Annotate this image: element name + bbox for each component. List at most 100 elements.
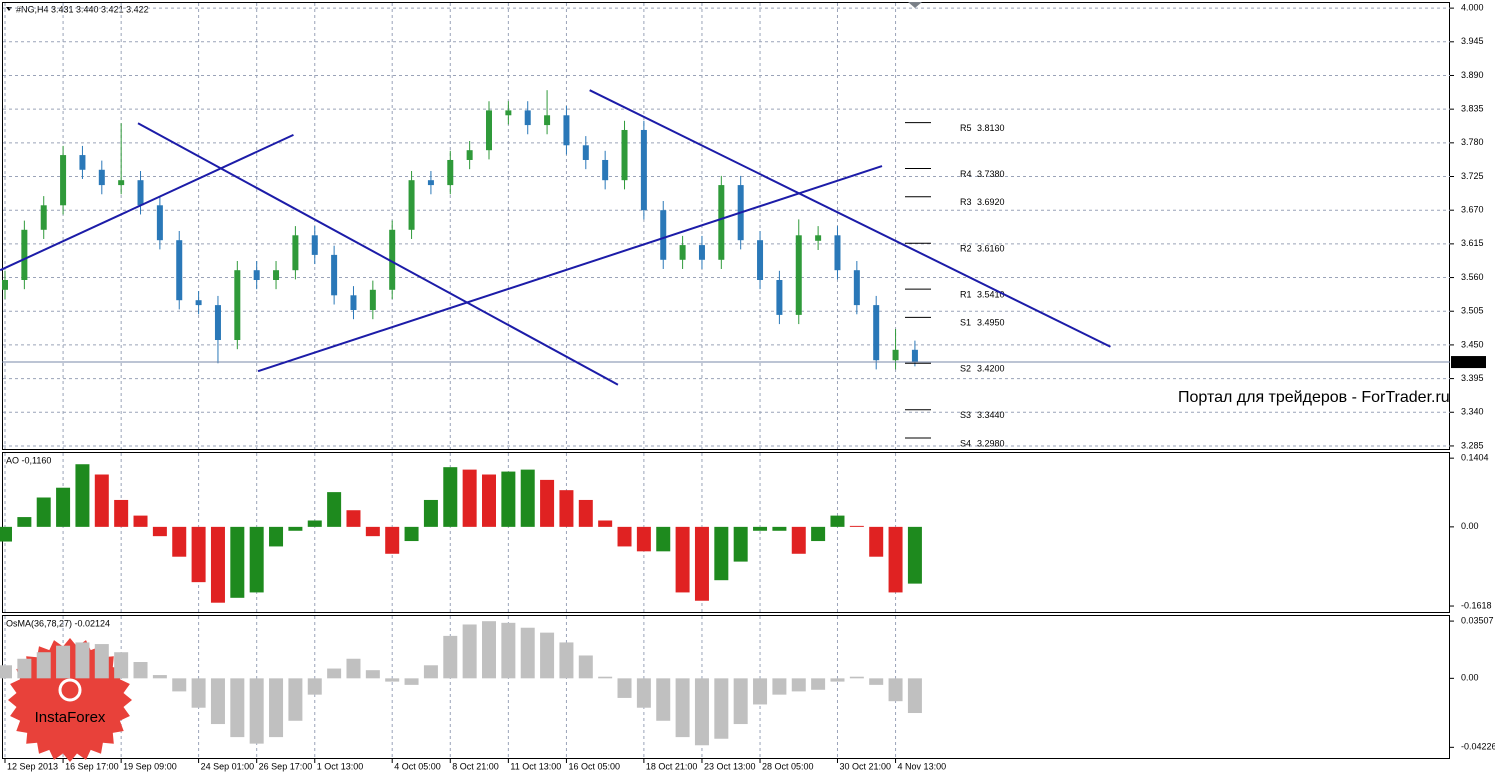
candle-body (273, 270, 280, 280)
histogram-bar (152, 675, 167, 679)
x-tick-label: 4 Oct 05:00 (394, 761, 441, 771)
histogram-bar (191, 678, 206, 708)
histogram-bar (133, 662, 148, 679)
y-tick-label: 3.340 (1461, 407, 1484, 417)
pivot-name: R1 (960, 290, 972, 300)
pivot-value: 3.4950 (977, 318, 1005, 328)
histogram-bar (888, 678, 903, 702)
candle-body (602, 159, 609, 181)
candle-body (853, 270, 860, 306)
histogram-bar (791, 526, 806, 554)
last-price-tag (1451, 356, 1486, 369)
candle-body (79, 155, 86, 170)
candle-body (331, 254, 338, 296)
histogram-bar (598, 520, 613, 527)
x-tick-label: 16 Sep 17:00 (65, 761, 119, 771)
histogram-bar (559, 642, 574, 679)
histogram-bar (753, 526, 768, 531)
candle-body (176, 240, 183, 301)
y-tick-label: 3.835 (1461, 104, 1484, 114)
candle-body (118, 180, 125, 186)
pivot-name: S4 (960, 438, 971, 448)
main-panel-frame (2, 2, 1450, 450)
x-tick-label: 19 Sep 09:00 (123, 761, 177, 771)
histogram-bar (656, 678, 671, 721)
candle-body (427, 180, 434, 186)
x-tick-label: 18 Oct 21:00 (646, 761, 698, 771)
histogram-bar (694, 678, 709, 746)
histogram-bar (869, 678, 884, 685)
logo-text: InstaForex (35, 709, 106, 726)
candle-body (911, 349, 918, 363)
candle-body (524, 110, 531, 126)
candle-body (505, 110, 512, 116)
histogram-bar (307, 678, 322, 695)
pivot-name: R3 (960, 197, 972, 207)
pivot-value: 3.5410 (977, 290, 1005, 300)
x-tick-label: 24 Sep 01:00 (201, 761, 255, 771)
histogram-bar (307, 520, 322, 527)
y-tick-label: 3.615 (1461, 238, 1484, 248)
histogram-bar (75, 642, 90, 679)
y-tick-label: -0.04226 (1461, 742, 1495, 752)
y-tick-label: 3.945 (1461, 36, 1484, 46)
histogram-bar (830, 678, 845, 682)
candle-body (892, 349, 899, 361)
histogram-bar (114, 499, 129, 527)
candle-body (156, 205, 163, 241)
candle-body (60, 155, 67, 206)
histogram-bar (191, 526, 206, 583)
histogram-bar (907, 678, 922, 714)
histogram-bar (617, 526, 632, 547)
histogram-bar (501, 471, 516, 527)
candle-body (640, 129, 647, 211)
histogram-bar (327, 668, 342, 679)
x-tick-label: 23 Oct 13:00 (704, 761, 756, 771)
histogram-bar (404, 678, 419, 685)
pivot-name: S2 (960, 364, 971, 374)
candle-body (292, 235, 299, 271)
trendline (0, 133, 294, 272)
chart-header: #NG,H4 3.431 3.440 3.421 3.422 (16, 4, 149, 14)
candle-body (544, 115, 551, 126)
histogram-bar (694, 526, 709, 601)
histogram-bar (17, 517, 32, 527)
histogram-bar (346, 510, 361, 527)
candle-body (40, 205, 47, 230)
histogram-bar (675, 678, 690, 738)
y-tick-label: 0.03507 (1461, 615, 1494, 625)
candle-body (21, 229, 28, 280)
pivot-value: 3.7380 (977, 169, 1005, 179)
x-tick-label: 26 Sep 17:00 (259, 761, 313, 771)
histogram-bar (733, 678, 748, 725)
histogram-bar (636, 678, 651, 708)
candle-body (369, 289, 376, 311)
histogram-bar (675, 526, 690, 593)
candle-body (795, 235, 802, 315)
candle-body (98, 169, 105, 186)
y-tick-label: 3.725 (1461, 171, 1484, 181)
pivot-name: R2 (960, 244, 972, 254)
histogram-bar (327, 492, 342, 527)
candle-body (660, 210, 667, 260)
histogram-bar (36, 497, 51, 527)
candle-body (253, 270, 260, 280)
histogram-bar (830, 515, 845, 527)
pivot-value: 3.6160 (977, 244, 1005, 254)
x-tick-label: 4 Nov 13:00 (898, 761, 947, 771)
candle-body (137, 180, 144, 206)
histogram-bar (520, 469, 535, 527)
histogram-bar (714, 526, 729, 581)
y-tick-label: 3.780 (1461, 137, 1484, 147)
histogram-bar (288, 526, 303, 531)
ao-title: AO -0,1160 (6, 455, 51, 465)
candle-body (466, 150, 473, 160)
y-tick-label: 0.1404 (1461, 453, 1489, 463)
candle-body (486, 110, 492, 151)
x-tick-label: 8 Oct 21:00 (452, 761, 499, 771)
histogram-bar (559, 490, 574, 527)
candle-body (234, 270, 241, 341)
candle-body (815, 235, 822, 241)
candle-body (563, 115, 570, 146)
